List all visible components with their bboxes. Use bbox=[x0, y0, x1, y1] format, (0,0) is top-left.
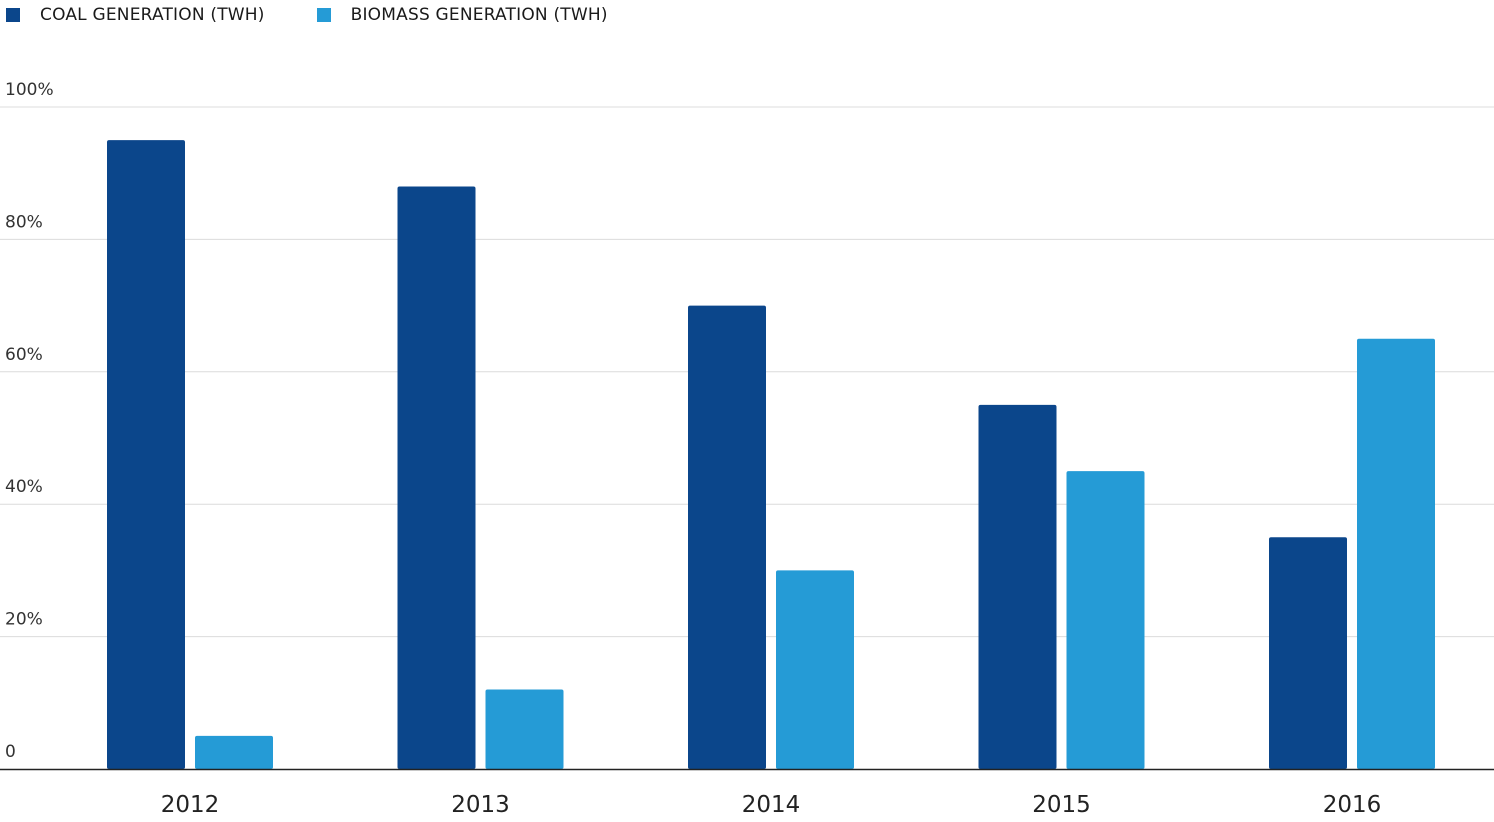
x-tick-label: 2012 bbox=[161, 792, 220, 818]
legend-item-biomass: BIOMASS GENERATION (TWH) bbox=[316, 5, 608, 25]
x-axis-ticks: 2012 2013 2014 2015 2016 bbox=[161, 792, 1382, 818]
bar-coal-2013 bbox=[397, 186, 476, 769]
bar-coal-2012 bbox=[107, 140, 185, 770]
x-tick-label: 2014 bbox=[742, 792, 801, 818]
y-tick-label: 80% bbox=[5, 212, 43, 232]
bar-biomass-2014 bbox=[776, 570, 854, 769]
y-tick-label: 100% bbox=[5, 80, 54, 100]
y-tick-label: 60% bbox=[5, 345, 43, 365]
bar-biomass-2015 bbox=[1066, 471, 1145, 769]
bar-coal-2015 bbox=[978, 404, 1057, 769]
bar-coal-2014 bbox=[688, 305, 766, 769]
bar-biomass-2012 bbox=[195, 735, 273, 769]
y-tick-label: 0 bbox=[5, 742, 16, 762]
legend: COAL GENERATION (TWH) BIOMASS GENERATION… bbox=[6, 4, 660, 26]
legend-item-coal: COAL GENERATION (TWH) bbox=[6, 5, 265, 25]
bars bbox=[107, 140, 1435, 770]
y-tick-label: 20% bbox=[5, 610, 43, 630]
legend-label-coal: COAL GENERATION (TWH) bbox=[40, 5, 265, 25]
bar-biomass-2013 bbox=[485, 689, 564, 769]
x-tick-label: 2015 bbox=[1032, 792, 1091, 818]
legend-swatch-coal bbox=[6, 8, 20, 22]
bar-coal-2016 bbox=[1269, 537, 1347, 769]
bar-biomass-2016 bbox=[1357, 338, 1435, 769]
x-tick-label: 2016 bbox=[1323, 792, 1382, 818]
legend-label-biomass: BIOMASS GENERATION (TWH) bbox=[350, 5, 608, 25]
y-axis-ticks: 0 20% 40% 60% 80% 100% bbox=[5, 80, 54, 762]
legend-swatch-biomass bbox=[316, 8, 331, 22]
y-tick-label: 40% bbox=[5, 477, 43, 497]
x-tick-label: 2013 bbox=[451, 792, 510, 818]
